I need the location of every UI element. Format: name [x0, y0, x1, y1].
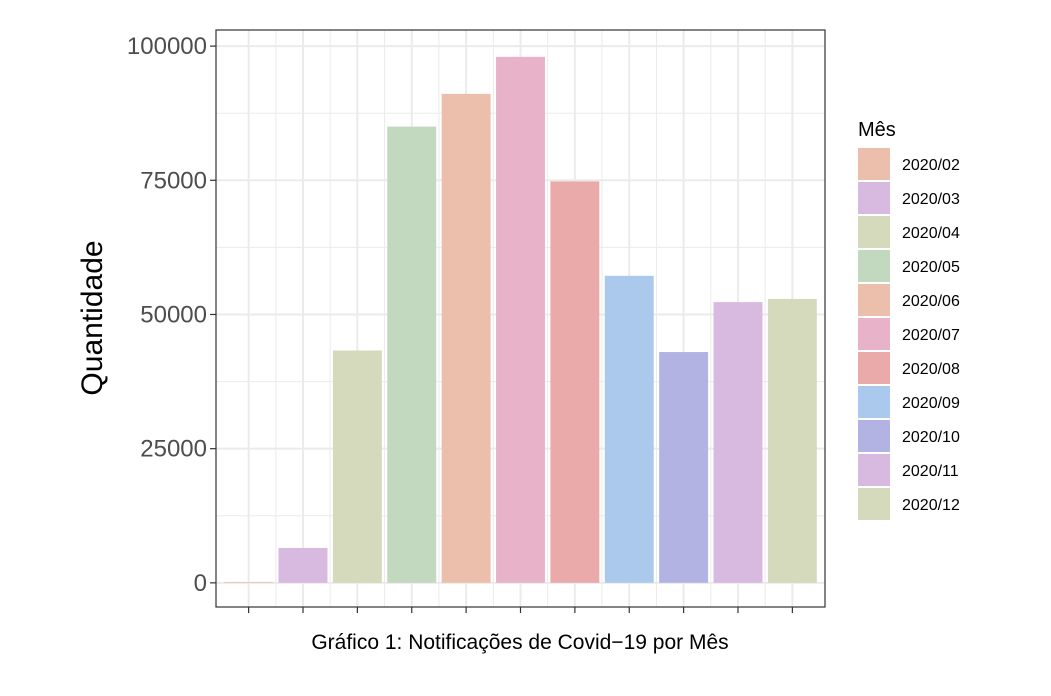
legend-label-2020-06: 2020/06: [902, 293, 960, 310]
bar-2020-02: [224, 582, 274, 583]
legend-label-2020-08: 2020/08: [902, 361, 960, 378]
bars: [224, 56, 817, 583]
x-axis-ticks: [248, 607, 793, 613]
legend-label-2020-07: 2020/07: [902, 327, 960, 344]
bar-2020-12: [767, 298, 817, 583]
y-tick-label: 0: [194, 570, 207, 597]
legend-swatch-2020-08: [858, 352, 890, 384]
legend-label-2020-11: 2020/11: [902, 463, 959, 480]
legend-swatch-2020-12: [858, 488, 890, 520]
bar-2020-03: [278, 547, 328, 583]
legend-label-2020-02: 2020/02: [902, 157, 960, 174]
legend-label-2020-09: 2020/09: [902, 395, 960, 412]
legend-label-2020-12: 2020/12: [902, 497, 960, 514]
legend-swatch-2020-09: [858, 386, 890, 418]
legend-swatch-2020-11: [858, 454, 890, 486]
legend-swatch-2020-10: [858, 420, 890, 452]
bar-2020-05: [387, 126, 437, 583]
legend-swatch-2020-06: [858, 284, 890, 316]
y-tick-label: 100000: [127, 33, 207, 60]
bar-2020-04: [332, 350, 382, 583]
bar-2020-11: [713, 302, 763, 583]
legend-label-2020-03: 2020/03: [902, 191, 960, 208]
legend-swatch-2020-04: [858, 216, 890, 248]
legend-swatch-2020-02: [858, 148, 890, 180]
y-tick-label: 25000: [140, 436, 207, 463]
legend-swatch-2020-07: [858, 318, 890, 350]
legend-title: Mês: [858, 119, 896, 141]
plot-area: [215, 29, 826, 608]
y-axis-title: Quantidade: [76, 240, 109, 395]
legend-swatch-2020-03: [858, 182, 890, 214]
x-axis-caption: Gráfico 1: Notificações de Covid−19 por …: [311, 631, 728, 654]
y-tick-label: 50000: [140, 301, 207, 328]
y-tick-label: 75000: [140, 167, 207, 194]
bar-2020-07: [496, 56, 545, 583]
y-axis-ticks: 0 25000 50000 75000 100000: [127, 33, 216, 597]
bar-2020-08: [550, 181, 600, 583]
bar-2020-09: [604, 275, 654, 583]
legend-label-2020-05: 2020/05: [902, 259, 960, 276]
legend: Mês 2020/022020/032020/042020/052020/062…: [858, 119, 960, 520]
legend-label-2020-10: 2020/10: [902, 429, 960, 446]
legend-label-2020-04: 2020/04: [902, 225, 960, 242]
bar-2020-10: [659, 352, 709, 583]
legend-items: 2020/02 2020/03 2020/04 2020/05 2020/06 2020/…: [858, 148, 960, 520]
bar-2020-06: [441, 93, 491, 583]
legend-swatch-2020-05: [858, 250, 890, 282]
